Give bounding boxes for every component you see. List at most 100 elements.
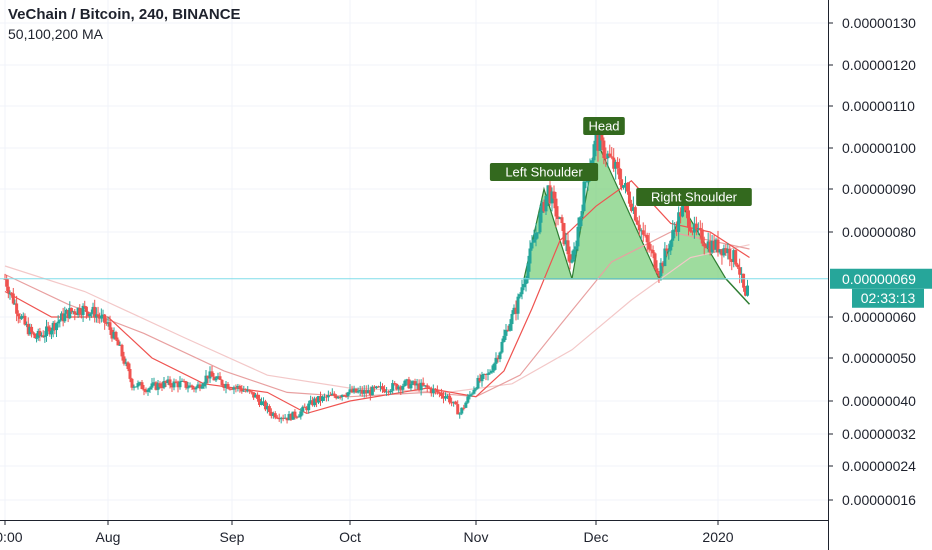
candle	[51, 320, 55, 338]
candle	[248, 389, 252, 394]
candle-body	[540, 202, 544, 213]
candle-body	[622, 185, 626, 188]
candle	[675, 221, 679, 237]
candle-body	[627, 191, 631, 204]
candle-body	[510, 313, 514, 325]
candle	[63, 306, 67, 323]
candle-body	[101, 314, 105, 316]
candle	[23, 313, 27, 326]
candle	[198, 381, 202, 392]
candle-body	[328, 395, 332, 397]
candle-body	[234, 387, 238, 389]
candle-body	[366, 390, 370, 394]
candle	[252, 392, 256, 400]
candle-body	[698, 227, 702, 230]
candle	[295, 415, 299, 420]
candle-body	[534, 232, 538, 240]
candle-body	[482, 374, 486, 376]
price-tick-label: 0.00000130	[842, 15, 916, 31]
candle	[332, 391, 336, 398]
candle	[277, 413, 281, 422]
candle	[330, 388, 334, 396]
candle	[84, 306, 88, 319]
candle-body	[23, 315, 27, 325]
candle-body	[740, 273, 744, 275]
candle	[478, 373, 482, 383]
candle	[326, 390, 330, 402]
candle-body	[470, 393, 474, 395]
candle-body	[552, 191, 556, 199]
candle-body	[214, 378, 218, 381]
candle	[31, 331, 35, 336]
candle	[686, 201, 690, 236]
candle	[714, 237, 718, 253]
candle-body	[514, 307, 518, 314]
candle-body	[612, 157, 616, 169]
candle-body	[354, 388, 358, 393]
candle-body	[279, 417, 283, 420]
candle	[360, 386, 364, 397]
candle	[538, 205, 542, 235]
candle	[88, 313, 92, 321]
candle	[736, 262, 740, 269]
price-tick-label: 0.00000024	[842, 458, 916, 474]
candle	[472, 386, 476, 395]
candle-body	[387, 391, 391, 393]
candle	[120, 343, 124, 361]
candle-body	[409, 383, 413, 389]
candle-body	[677, 212, 681, 232]
candle	[214, 376, 218, 383]
candle-body	[128, 369, 132, 379]
candle-body	[506, 329, 510, 331]
candle	[720, 248, 724, 265]
price-tick-label: 0.00000090	[842, 181, 916, 197]
candle-body	[212, 376, 216, 381]
candle-body	[28, 326, 32, 335]
candle	[704, 243, 708, 249]
candle-body	[342, 394, 346, 396]
candle-body	[309, 400, 313, 404]
candle-body	[596, 132, 600, 151]
candle-body	[403, 380, 407, 387]
candle	[64, 308, 68, 314]
candle-body	[68, 307, 72, 319]
candle	[307, 400, 311, 414]
candle-body	[33, 333, 37, 339]
candle	[512, 304, 516, 315]
candle-body	[352, 388, 356, 393]
candle-body	[675, 229, 679, 232]
candle-body	[13, 303, 17, 305]
candle-body	[728, 248, 732, 260]
candle-body	[556, 216, 560, 219]
candle-body	[58, 320, 62, 322]
candle-body	[230, 388, 234, 390]
candle-body	[608, 153, 612, 157]
candle-body	[66, 309, 70, 319]
price-tick-label: 0.00000110	[842, 98, 915, 114]
candle	[104, 318, 108, 326]
candle	[348, 384, 352, 395]
candle-body	[269, 411, 273, 416]
candle	[222, 383, 226, 391]
candle	[350, 385, 354, 394]
candle	[500, 338, 504, 354]
candle	[385, 387, 389, 396]
candle	[56, 315, 60, 328]
candle	[716, 230, 720, 257]
candle	[403, 379, 407, 387]
candle	[242, 385, 246, 393]
candle-body	[554, 198, 558, 217]
candle-body	[180, 380, 184, 382]
candle	[128, 363, 132, 383]
candle	[647, 232, 651, 253]
candle-body	[558, 217, 562, 219]
candle	[66, 309, 70, 323]
candle	[61, 307, 65, 327]
candle	[11, 287, 15, 305]
candle	[610, 147, 614, 160]
candle-body	[744, 287, 748, 296]
candle	[637, 215, 641, 236]
candle	[669, 239, 673, 256]
candle-body	[232, 387, 236, 390]
